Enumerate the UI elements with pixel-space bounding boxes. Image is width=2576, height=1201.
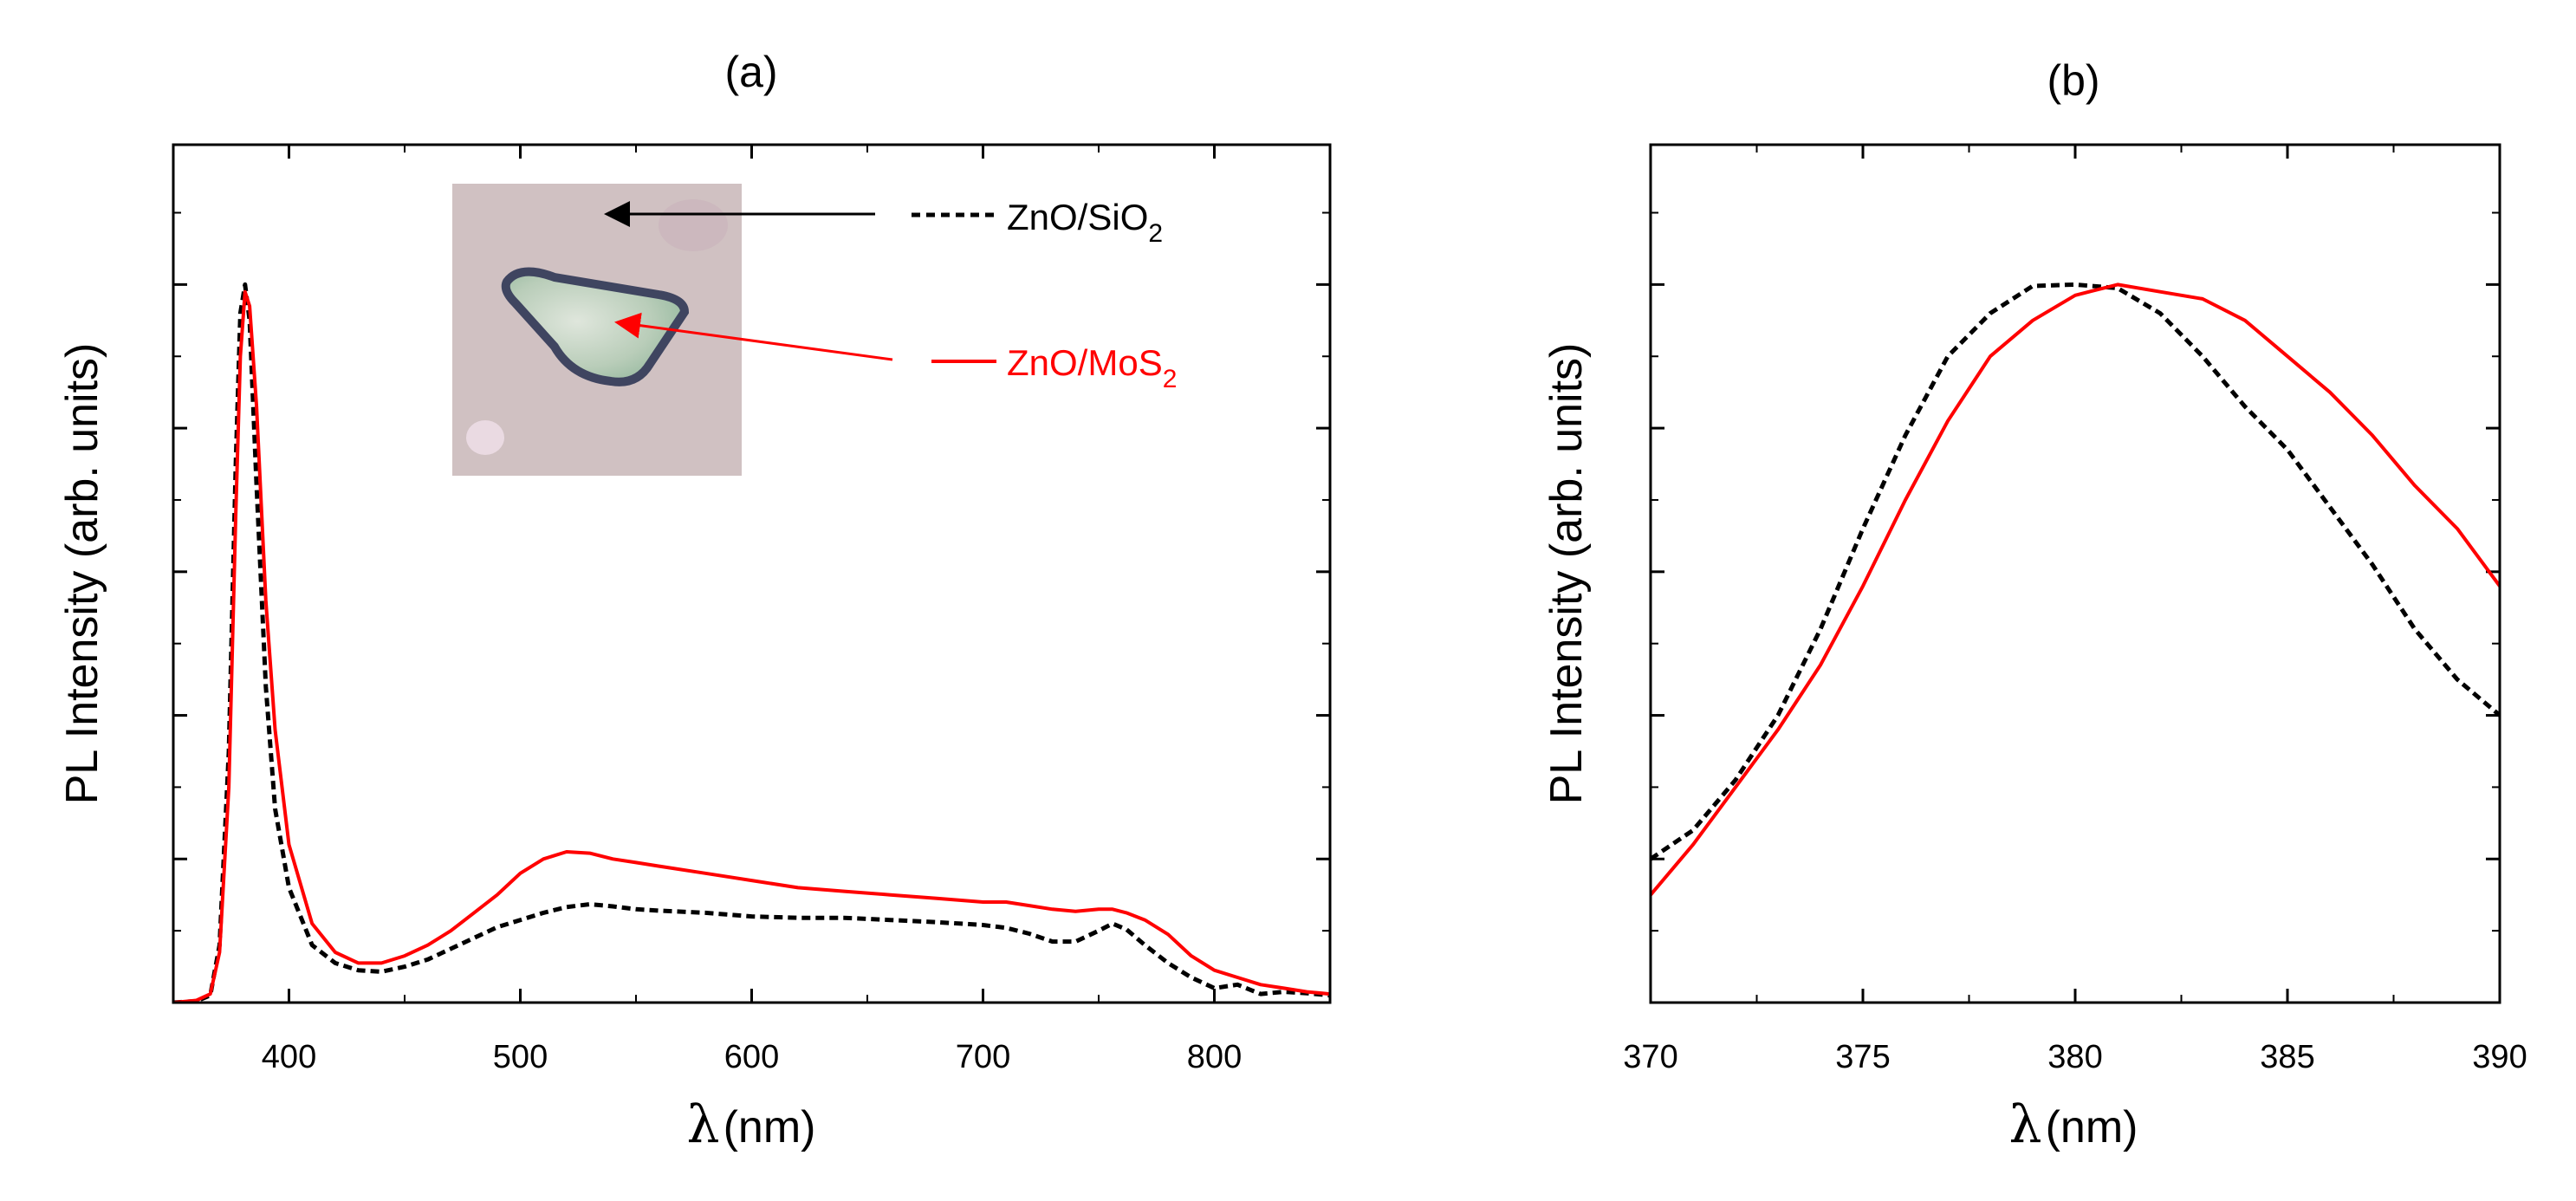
panel-b: (b) 370 375 380 385 390 PL Intensity (arb. u… (1541, 56, 2527, 1155)
panel-a-series-zno-sio2 (173, 282, 1330, 1003)
panel-b-series-zno-mos2 (1651, 282, 2500, 896)
legend-sio2-label: ZnO/SiO2 (1007, 197, 1163, 248)
panel-b-xtick-label: 385 (2260, 1039, 2314, 1075)
panel-b-y-axis-label: PL Intensity (arb. units) (1541, 343, 1592, 805)
panel-a-xtick-label: 500 (493, 1039, 548, 1075)
panel-a-frame (172, 143, 1332, 1004)
legend-sio2-text: ZnO/SiO (1007, 197, 1148, 237)
panel-a-y-axis-label: PL Intensity (arb. units) (57, 343, 107, 805)
panel-a-series-zno-mos2 (173, 289, 1330, 1003)
panel-b-xtick-label: 370 (1623, 1039, 1677, 1075)
legend-mos2-text: ZnO/MoS (1007, 342, 1163, 383)
panel-a-xtick-label: 600 (724, 1039, 779, 1075)
panel-a-title: (a) (724, 48, 777, 96)
legend-mos2-sub: 2 (1163, 365, 1178, 393)
panel-a-xtick-label: 400 (262, 1039, 316, 1075)
zno-flake (501, 267, 690, 386)
panel-b-xtick-label: 380 (2047, 1039, 2102, 1075)
panel-b-x-axis-unit: (nm) (2046, 1102, 2138, 1152)
legend-sio2-sub: 2 (1148, 219, 1163, 248)
panel-a-xtick-label: 700 (956, 1039, 1010, 1075)
inset-micrograph (452, 184, 742, 476)
panel-a-x-axis-label: λ(nm) (687, 1094, 816, 1155)
panel-a-x-axis-unit: (nm) (723, 1102, 816, 1152)
panel-b-xtick-label: 390 (2472, 1039, 2527, 1075)
panel-a: (a) 400 500 600 700 800 PL Intensity (arb. u… (57, 48, 1332, 1155)
panel-b-title: (b) (2047, 56, 2099, 105)
panel-b-x-axis-symbol: λ (2009, 1094, 2042, 1155)
panel-a-x-axis-symbol: λ (687, 1094, 720, 1155)
arrow-to-mos2 (614, 312, 893, 361)
panel-b-frame (1649, 143, 2501, 1004)
legend-mos2-label: ZnO/MoS2 (1007, 342, 1177, 393)
panel-b-xtick-label: 375 (1835, 1039, 1890, 1075)
panel-a-xtick-label: 800 (1187, 1039, 1242, 1075)
panel-b-series-zno-sio2 (1651, 282, 2500, 861)
panel-b-x-axis-label: λ(nm) (2009, 1094, 2138, 1155)
